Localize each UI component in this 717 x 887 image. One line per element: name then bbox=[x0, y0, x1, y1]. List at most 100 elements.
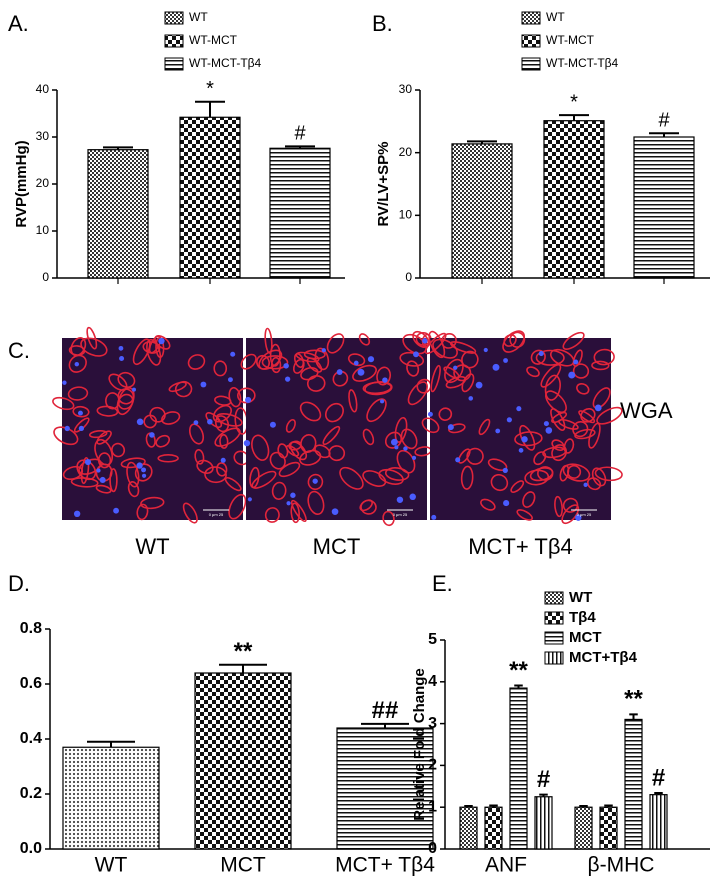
x-tick-label: ANF bbox=[485, 854, 527, 877]
nucleus bbox=[396, 496, 404, 503]
cell-membrane bbox=[96, 430, 112, 445]
bar bbox=[543, 120, 605, 279]
cell-membrane bbox=[509, 331, 526, 348]
cell-membrane bbox=[289, 441, 308, 461]
nucleus bbox=[220, 457, 226, 463]
cell-membrane bbox=[240, 353, 257, 370]
scale-bar-label: 0 μm 25 bbox=[577, 512, 592, 517]
cell-membrane bbox=[362, 428, 375, 446]
bar bbox=[87, 149, 149, 279]
legend-label: WT bbox=[189, 10, 208, 24]
cell-membrane bbox=[155, 434, 171, 448]
cell-membrane bbox=[382, 510, 395, 527]
nucleus bbox=[284, 376, 291, 382]
nucleus bbox=[545, 427, 553, 434]
nucleus bbox=[290, 492, 296, 498]
error-bar bbox=[579, 804, 588, 808]
error-bar bbox=[514, 684, 523, 689]
cell-membrane bbox=[111, 442, 126, 458]
cell-membrane bbox=[148, 335, 162, 354]
legend-swatch bbox=[164, 34, 184, 48]
nucleus bbox=[455, 457, 461, 463]
cell-membrane bbox=[219, 433, 229, 449]
error-bar bbox=[649, 132, 679, 137]
cell-membrane bbox=[132, 338, 151, 366]
nucleus bbox=[382, 377, 388, 383]
cell-membrane bbox=[213, 360, 228, 377]
cell-membrane bbox=[292, 358, 305, 374]
cell-membrane bbox=[535, 349, 565, 366]
nucleus bbox=[575, 514, 582, 521]
legend-swatch bbox=[544, 611, 564, 625]
cell-membrane bbox=[157, 454, 179, 463]
x-tick-label: WT bbox=[95, 854, 128, 877]
bar bbox=[62, 746, 160, 850]
cell-membrane bbox=[562, 463, 591, 482]
y-tick-label: 20 bbox=[399, 145, 413, 159]
panel-label: B. bbox=[372, 11, 393, 36]
micrograph bbox=[421, 330, 623, 525]
cell-membrane bbox=[563, 438, 575, 454]
nucleus bbox=[74, 361, 80, 367]
cell-membrane bbox=[478, 418, 491, 436]
y-tick-label: 0.4 bbox=[20, 730, 42, 747]
cell-membrane bbox=[261, 355, 289, 370]
cell-membrane bbox=[562, 497, 579, 513]
bar bbox=[459, 806, 478, 850]
cell-membrane bbox=[376, 366, 392, 386]
cell-membrane bbox=[300, 366, 319, 381]
x-tick-label: β-MHC bbox=[588, 854, 655, 877]
bar bbox=[599, 806, 618, 850]
nucleus bbox=[158, 337, 165, 345]
image-label: MCT bbox=[313, 534, 361, 559]
cell-membrane bbox=[149, 406, 166, 423]
nucleus bbox=[141, 473, 147, 478]
micrograph-bg bbox=[62, 338, 243, 520]
legend-swatch bbox=[164, 11, 184, 25]
cell-membrane bbox=[592, 387, 611, 409]
cell-membrane bbox=[116, 387, 135, 416]
cell-membrane bbox=[566, 464, 582, 479]
cell-membrane bbox=[432, 338, 458, 359]
panel-label: D. bbox=[8, 571, 30, 596]
nucleus bbox=[367, 356, 375, 363]
nucleus bbox=[136, 462, 143, 469]
cell-membrane bbox=[307, 490, 325, 515]
significance-mark: * bbox=[206, 78, 214, 100]
nucleus bbox=[502, 467, 508, 473]
nucleus bbox=[269, 421, 276, 428]
cell-membrane bbox=[120, 457, 146, 469]
cell-membrane bbox=[214, 427, 241, 447]
bar bbox=[574, 806, 593, 850]
cell-membrane bbox=[332, 370, 349, 387]
nucleus bbox=[543, 421, 549, 427]
cell-membrane bbox=[529, 467, 554, 482]
cell-membrane bbox=[271, 481, 287, 500]
bar bbox=[534, 796, 553, 850]
nucleus bbox=[568, 371, 576, 379]
cell-membrane bbox=[545, 390, 567, 414]
cell-membrane bbox=[352, 364, 377, 382]
bar bbox=[336, 727, 434, 850]
cell-membrane bbox=[278, 461, 301, 478]
nucleus bbox=[357, 368, 365, 376]
nucleus bbox=[149, 432, 155, 438]
image-label: WT bbox=[135, 534, 169, 559]
cell-membrane bbox=[140, 496, 165, 510]
cell-membrane bbox=[290, 499, 307, 523]
y-tick-label: 40 bbox=[36, 82, 50, 96]
significance-mark: ** bbox=[509, 657, 528, 684]
nucleus bbox=[113, 507, 119, 514]
y-tick-label: 10 bbox=[399, 208, 413, 222]
bar bbox=[484, 806, 503, 850]
bar bbox=[179, 116, 241, 279]
nucleus bbox=[283, 363, 289, 369]
cell-membrane bbox=[80, 337, 108, 357]
cell-membrane bbox=[212, 404, 232, 423]
error-bar bbox=[604, 804, 613, 808]
cell-membrane bbox=[300, 434, 317, 453]
y-tick-label: 30 bbox=[36, 129, 50, 143]
bar bbox=[194, 672, 292, 850]
nucleus bbox=[141, 467, 147, 473]
